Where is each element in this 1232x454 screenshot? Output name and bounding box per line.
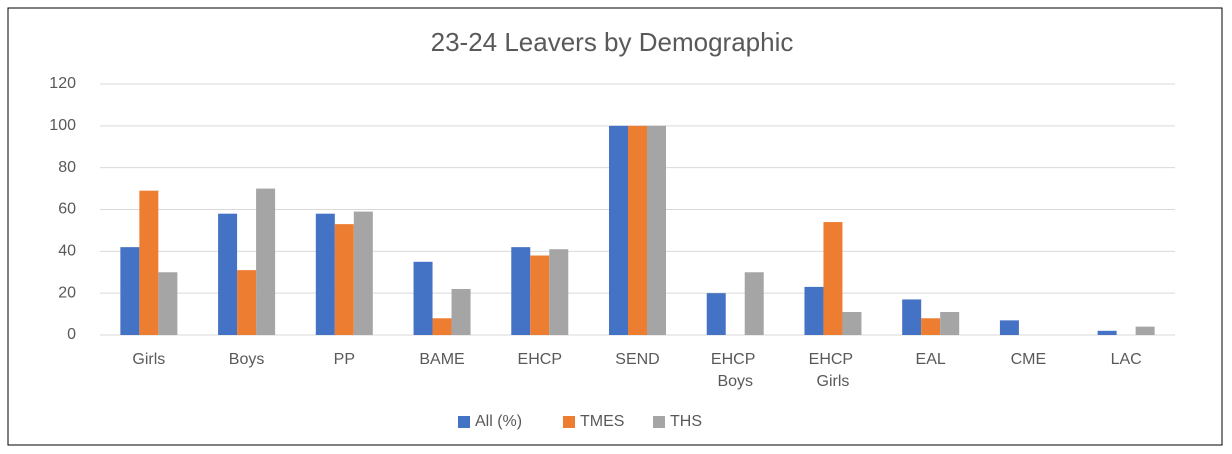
y-tick-label: 120 xyxy=(49,75,76,92)
x-tick-label: Girls xyxy=(132,351,165,368)
bar xyxy=(706,293,726,335)
bar xyxy=(1097,330,1117,335)
bar xyxy=(823,222,843,335)
x-tick-label: EHCP Boys xyxy=(711,351,760,390)
bar xyxy=(353,211,373,335)
bar xyxy=(315,213,335,335)
x-tick-label: CME xyxy=(1011,351,1047,368)
y-tick-label: 100 xyxy=(49,117,76,134)
bar xyxy=(902,299,922,335)
bar xyxy=(549,249,569,335)
legend-swatch xyxy=(563,416,575,428)
bar xyxy=(237,270,257,335)
bar xyxy=(413,261,433,335)
bar xyxy=(842,311,862,335)
x-tick-label: BAME xyxy=(419,351,464,368)
x-tick-label: SEND xyxy=(615,351,659,368)
bar xyxy=(940,311,960,335)
legend-label: All (%) xyxy=(475,413,522,430)
legend-label: THS xyxy=(670,413,702,430)
y-tick-label: 40 xyxy=(58,243,76,260)
bar xyxy=(120,247,140,335)
legend-label: TMES xyxy=(580,413,624,430)
bar xyxy=(511,247,531,335)
chart-title: 23-24 Leavers by Demographic xyxy=(431,27,794,57)
bar xyxy=(451,288,471,335)
y-tick-label: 60 xyxy=(58,201,76,218)
bar xyxy=(609,125,628,335)
legend-swatch xyxy=(653,416,665,428)
bar xyxy=(218,213,238,335)
bar xyxy=(530,255,550,335)
x-tick-label: EHCP Girls xyxy=(809,351,858,390)
bar xyxy=(999,320,1019,335)
bar xyxy=(256,188,276,335)
x-tick-label: EHCP xyxy=(518,351,562,368)
bar xyxy=(744,272,764,335)
y-tick-label: 20 xyxy=(58,284,76,301)
bar xyxy=(139,190,159,335)
bar xyxy=(921,318,941,335)
bar xyxy=(158,272,178,335)
bar xyxy=(647,125,666,335)
y-tick-label: 0 xyxy=(67,326,76,343)
x-tick-label: EAL xyxy=(916,351,946,368)
bar xyxy=(804,286,824,335)
x-tick-label: Boys xyxy=(229,351,265,368)
bar xyxy=(1135,326,1155,335)
x-tick-label: LAC xyxy=(1111,351,1142,368)
x-tick-label: PP xyxy=(334,351,355,368)
y-tick-label: 80 xyxy=(58,159,76,176)
bar xyxy=(628,125,647,335)
bar xyxy=(432,318,452,335)
legend-swatch xyxy=(458,416,470,428)
bar xyxy=(334,224,354,335)
